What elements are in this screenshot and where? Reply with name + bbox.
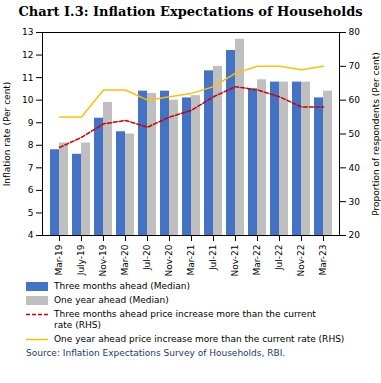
svg-text:4: 4 [28, 230, 34, 240]
svg-text:Proportion of respondents (Per: Proportion of respondents (Per cent) [371, 52, 381, 215]
html-text:Three months ahead (Median): Three months ahead (Median) [54, 281, 190, 291]
svg-text:5: 5 [28, 208, 34, 218]
svg-text:Nov-21: Nov-21 [230, 245, 240, 277]
svg-text:Nov-19: Nov-19 [98, 244, 108, 276]
svg-text:12: 12 [22, 50, 33, 60]
svg-text:11: 11 [22, 72, 33, 82]
svg-text:July-19: July-19 [76, 244, 86, 276]
html-text:Chart I.3: Inflation Expectati: Chart I.3: Inflation Expectations of Hou… [18, 4, 363, 19]
svg-text:6: 6 [28, 185, 34, 195]
svg-text:Mar-20: Mar-20 [120, 244, 130, 275]
html-text:Source: Inflation Expectations: Source: Inflation Expectations Survey of… [26, 348, 286, 358]
html-text:Three months ahead price incre: Three months ahead price increase more t… [54, 309, 316, 330]
svg-text:Mar-22: Mar-22 [252, 245, 262, 276]
svg-text:Nov-20: Nov-20 [164, 244, 174, 276]
svg-text:70: 70 [349, 61, 361, 71]
svg-text:8: 8 [28, 140, 34, 150]
svg-text:Mar-23: Mar-23 [318, 245, 328, 276]
svg-text:7: 7 [28, 163, 34, 173]
html-text:One year ahead price increase: One year ahead price increase more than … [54, 334, 345, 344]
svg-text:Jul-22: Jul-22 [274, 245, 284, 272]
svg-text:Jul-21: Jul-21 [208, 245, 218, 272]
svg-text:50: 50 [349, 129, 361, 139]
svg-text:Jul-20: Jul-20 [142, 244, 152, 271]
svg-text:80: 80 [349, 27, 361, 37]
svg-text:30: 30 [349, 197, 361, 207]
svg-text:Nov-22: Nov-22 [296, 245, 306, 277]
svg-text:40: 40 [349, 163, 361, 173]
svg-text:20: 20 [349, 230, 361, 240]
svg-text:9: 9 [28, 118, 34, 128]
svg-text:60: 60 [349, 95, 361, 105]
html-text:One year ahead (Median): One year ahead (Median) [54, 295, 169, 305]
svg-text:13: 13 [22, 27, 33, 37]
svg-text:Mar-21: Mar-21 [186, 245, 196, 276]
svg-text:10: 10 [22, 95, 34, 105]
svg-text:Mar-19: Mar-19 [54, 244, 64, 275]
svg-text:Inflation rate (Per cent): Inflation rate (Per cent) [2, 82, 12, 187]
